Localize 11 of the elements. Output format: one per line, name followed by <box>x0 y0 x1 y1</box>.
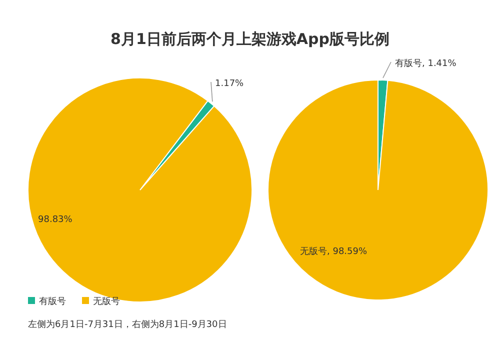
text: 左侧为6月1日-7月31日，右侧为8月1日-9月30日 <box>28 319 227 330</box>
slice-label: 无版号 <box>300 246 327 257</box>
data-label: , 98.59% <box>327 247 368 257</box>
data-label: 98.83% <box>38 215 73 225</box>
data-label: , 1.41% <box>422 59 457 69</box>
chart-title: 8月1日前后两个月上架游戏App版号比例 <box>110 30 390 48</box>
legend-label: 有版号 <box>39 296 66 307</box>
slice-label: 有版号 <box>395 58 422 69</box>
pie-slice <box>268 80 488 300</box>
legend-label: 无版号 <box>93 296 120 307</box>
data-label: 1.17% <box>215 79 244 89</box>
